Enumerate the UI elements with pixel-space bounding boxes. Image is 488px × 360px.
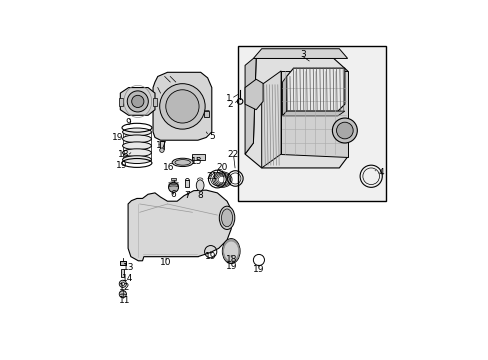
Ellipse shape (222, 239, 240, 264)
Polygon shape (253, 49, 347, 58)
Text: 4: 4 (377, 168, 383, 177)
Text: 13: 13 (122, 263, 134, 272)
Ellipse shape (219, 206, 234, 229)
Text: 18: 18 (225, 256, 237, 265)
Circle shape (127, 91, 148, 112)
Circle shape (165, 90, 199, 123)
Polygon shape (128, 190, 231, 261)
Ellipse shape (221, 209, 232, 227)
Polygon shape (120, 87, 155, 115)
Circle shape (121, 282, 124, 285)
Text: 19: 19 (225, 262, 237, 271)
Circle shape (336, 122, 352, 139)
Text: 5: 5 (208, 131, 214, 140)
Bar (171, 177, 175, 180)
Bar (192, 153, 204, 159)
Circle shape (332, 118, 357, 143)
Polygon shape (244, 79, 263, 110)
Text: 9: 9 (125, 118, 131, 127)
Text: 14: 14 (122, 274, 134, 283)
Text: 2: 2 (227, 100, 233, 109)
Circle shape (160, 148, 164, 152)
Text: 19: 19 (204, 252, 216, 261)
Text: 12: 12 (119, 283, 130, 292)
Circle shape (119, 280, 126, 287)
Ellipse shape (122, 142, 151, 150)
Text: 21: 21 (206, 172, 218, 181)
Polygon shape (281, 71, 347, 157)
Text: 6: 6 (170, 190, 176, 199)
Ellipse shape (122, 156, 151, 163)
Ellipse shape (175, 159, 190, 165)
Text: 7: 7 (184, 190, 190, 199)
Text: 19: 19 (112, 133, 123, 142)
Bar (160, 141, 164, 149)
Bar (121, 269, 124, 278)
Polygon shape (153, 72, 211, 140)
Circle shape (119, 291, 126, 298)
Ellipse shape (172, 158, 193, 167)
Bar (203, 111, 208, 117)
Polygon shape (282, 76, 286, 116)
Text: 19: 19 (116, 161, 127, 170)
Polygon shape (244, 58, 256, 154)
Text: 16: 16 (163, 163, 174, 172)
Text: 19: 19 (253, 265, 264, 274)
Text: 20: 20 (216, 163, 227, 172)
Polygon shape (244, 58, 347, 168)
Circle shape (160, 84, 205, 129)
Circle shape (168, 183, 178, 192)
Bar (120, 261, 125, 265)
Text: 22: 22 (227, 150, 239, 158)
Text: 8: 8 (198, 190, 203, 199)
Text: 11: 11 (119, 297, 130, 306)
Ellipse shape (122, 135, 151, 143)
Bar (238, 46, 386, 201)
Ellipse shape (122, 149, 151, 157)
Ellipse shape (196, 180, 203, 191)
Text: 1: 1 (225, 94, 231, 103)
Text: 15: 15 (191, 157, 202, 166)
Ellipse shape (122, 128, 151, 136)
Circle shape (131, 95, 143, 108)
Text: 18: 18 (118, 150, 129, 158)
Text: 10: 10 (160, 258, 171, 267)
Polygon shape (282, 111, 344, 116)
Text: 3: 3 (300, 50, 305, 59)
Polygon shape (286, 68, 344, 111)
Text: 17: 17 (156, 141, 167, 150)
Bar (119, 98, 123, 107)
Bar (185, 180, 189, 187)
Polygon shape (261, 71, 281, 168)
Bar (153, 98, 157, 107)
